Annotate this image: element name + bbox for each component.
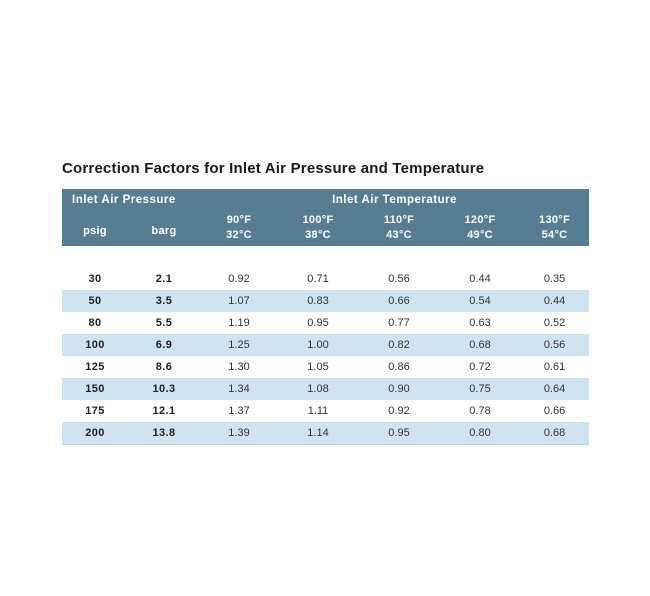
psig-cell: 175	[62, 400, 128, 422]
factor-cell: 1.39	[200, 422, 278, 445]
factor-cell: 0.56	[520, 334, 590, 356]
factor-cell: 1.05	[278, 356, 358, 378]
factor-cell: 1.08	[278, 378, 358, 400]
factor-cell: 0.56	[358, 268, 440, 290]
header-columns-row: psig barg 90°F 32°C 100°F 38°C 110°F 43°C 1…	[62, 210, 590, 246]
column-header-temp-110f: 110°F 43°C	[358, 210, 440, 246]
header-group-row: Inlet Air Pressure Inlet Air Temperature	[62, 189, 590, 210]
factor-cell: 0.44	[520, 290, 590, 312]
factor-cell: 0.78	[440, 400, 520, 422]
header-group-pressure: Inlet Air Pressure	[62, 189, 200, 210]
psig-cell: 150	[62, 378, 128, 400]
column-header-temp-130f: 130°F 54°C	[520, 210, 590, 246]
factor-cell: 0.77	[358, 312, 440, 334]
table-row: 100 6.9 1.25 1.00 0.82 0.68 0.56	[62, 334, 590, 356]
correction-factors-table: Inlet Air Pressure Inlet Air Temperature…	[62, 189, 590, 445]
psig-cell: 200	[62, 422, 128, 445]
table-row: 150 10.3 1.34 1.08 0.90 0.75 0.64	[62, 378, 590, 400]
factor-cell: 0.66	[520, 400, 590, 422]
factor-cell: 0.63	[440, 312, 520, 334]
factor-cell: 0.61	[520, 356, 590, 378]
table-row: 30 2.1 0.92 0.71 0.56 0.44 0.35	[62, 268, 590, 290]
factor-cell: 0.68	[520, 422, 590, 445]
factor-cell: 0.95	[358, 422, 440, 445]
column-header-barg: barg	[128, 210, 200, 246]
psig-cell: 125	[62, 356, 128, 378]
factor-cell: 0.95	[278, 312, 358, 334]
factor-cell: 1.14	[278, 422, 358, 445]
factor-cell: 0.44	[440, 268, 520, 290]
table-row: 50 3.5 1.07 0.83 0.66 0.54 0.44	[62, 290, 590, 312]
column-header-temp-100f: 100°F 38°C	[278, 210, 358, 246]
psig-cell: 100	[62, 334, 128, 356]
factor-cell: 1.25	[200, 334, 278, 356]
table-row: 200 13.8 1.39 1.14 0.95 0.80 0.68	[62, 422, 590, 445]
factor-cell: 0.86	[358, 356, 440, 378]
factor-cell: 1.19	[200, 312, 278, 334]
temp-f-label: 90°F	[226, 214, 252, 227]
factor-cell: 1.34	[200, 378, 278, 400]
factor-cell: 1.07	[200, 290, 278, 312]
factor-cell: 1.37	[200, 400, 278, 422]
temp-c-label: 38°C	[305, 229, 331, 241]
barg-cell: 6.9	[128, 334, 200, 356]
table-row: 175 12.1 1.37 1.11 0.92 0.78 0.66	[62, 400, 590, 422]
factor-cell: 0.72	[440, 356, 520, 378]
factor-cell: 0.64	[520, 378, 590, 400]
psig-cell: 30	[62, 268, 128, 290]
factor-cell: 0.92	[358, 400, 440, 422]
factor-cell: 0.54	[440, 290, 520, 312]
table-row: 125 8.6 1.30 1.05 0.86 0.72 0.61	[62, 356, 590, 378]
factor-cell: 0.92	[200, 268, 278, 290]
temp-f-label: 110°F	[383, 214, 415, 227]
table-body: 30 2.1 0.92 0.71 0.56 0.44 0.35 50 3.5 1…	[62, 246, 590, 445]
page-title: Correction Factors for Inlet Air Pressur…	[62, 160, 485, 177]
factor-cell: 0.83	[278, 290, 358, 312]
temp-c-label: 43°C	[386, 229, 412, 241]
factor-cell: 1.00	[278, 334, 358, 356]
barg-cell: 3.5	[128, 290, 200, 312]
temp-f-label: 100°F	[302, 214, 334, 227]
temp-f-label: 120°F	[464, 214, 496, 227]
temp-c-label: 54°C	[541, 229, 568, 241]
factor-cell: 0.52	[520, 312, 590, 334]
barg-cell: 5.5	[128, 312, 200, 334]
temp-f-label: 130°F	[539, 214, 571, 227]
barg-cell: 2.1	[128, 268, 200, 290]
content-area: Correction Factors for Inlet Air Pressur…	[62, 160, 590, 445]
factor-cell: 1.11	[278, 400, 358, 422]
psig-cell: 50	[62, 290, 128, 312]
temp-c-label: 49°C	[467, 229, 493, 241]
factor-cell: 0.71	[278, 268, 358, 290]
barg-cell: 8.6	[128, 356, 200, 378]
factor-cell: 0.75	[440, 378, 520, 400]
factor-cell: 0.66	[358, 290, 440, 312]
header-group-temperature: Inlet Air Temperature	[200, 189, 590, 210]
column-header-psig: psig	[62, 210, 128, 246]
header-spacer-band	[62, 246, 590, 268]
barg-cell: 10.3	[128, 378, 200, 400]
factor-cell: 0.80	[440, 422, 520, 445]
table-header: Inlet Air Pressure Inlet Air Temperature…	[62, 189, 590, 246]
factor-cell: 0.90	[358, 378, 440, 400]
temp-c-label: 32°C	[226, 229, 252, 241]
factor-cell: 0.82	[358, 334, 440, 356]
barg-cell: 13.8	[128, 422, 200, 445]
psig-cell: 80	[62, 312, 128, 334]
barg-cell: 12.1	[128, 400, 200, 422]
column-header-temp-120f: 120°F 49°C	[440, 210, 520, 246]
factor-cell: 0.68	[440, 334, 520, 356]
factor-cell: 0.35	[520, 268, 590, 290]
column-header-temp-90f: 90°F 32°C	[200, 210, 278, 246]
factor-cell: 1.30	[200, 356, 278, 378]
table-row: 80 5.5 1.19 0.95 0.77 0.63 0.52	[62, 312, 590, 334]
